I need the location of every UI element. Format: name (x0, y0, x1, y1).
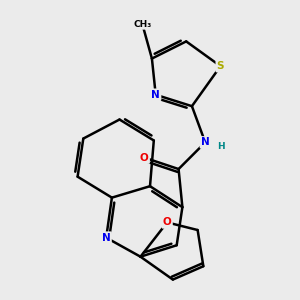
Text: S: S (217, 61, 224, 71)
Text: H: H (218, 142, 225, 152)
Text: N: N (151, 90, 160, 100)
Text: N: N (102, 232, 111, 243)
Text: O: O (163, 218, 172, 227)
Text: N: N (201, 137, 210, 147)
Text: O: O (140, 153, 149, 163)
Text: CH₃: CH₃ (133, 20, 152, 29)
